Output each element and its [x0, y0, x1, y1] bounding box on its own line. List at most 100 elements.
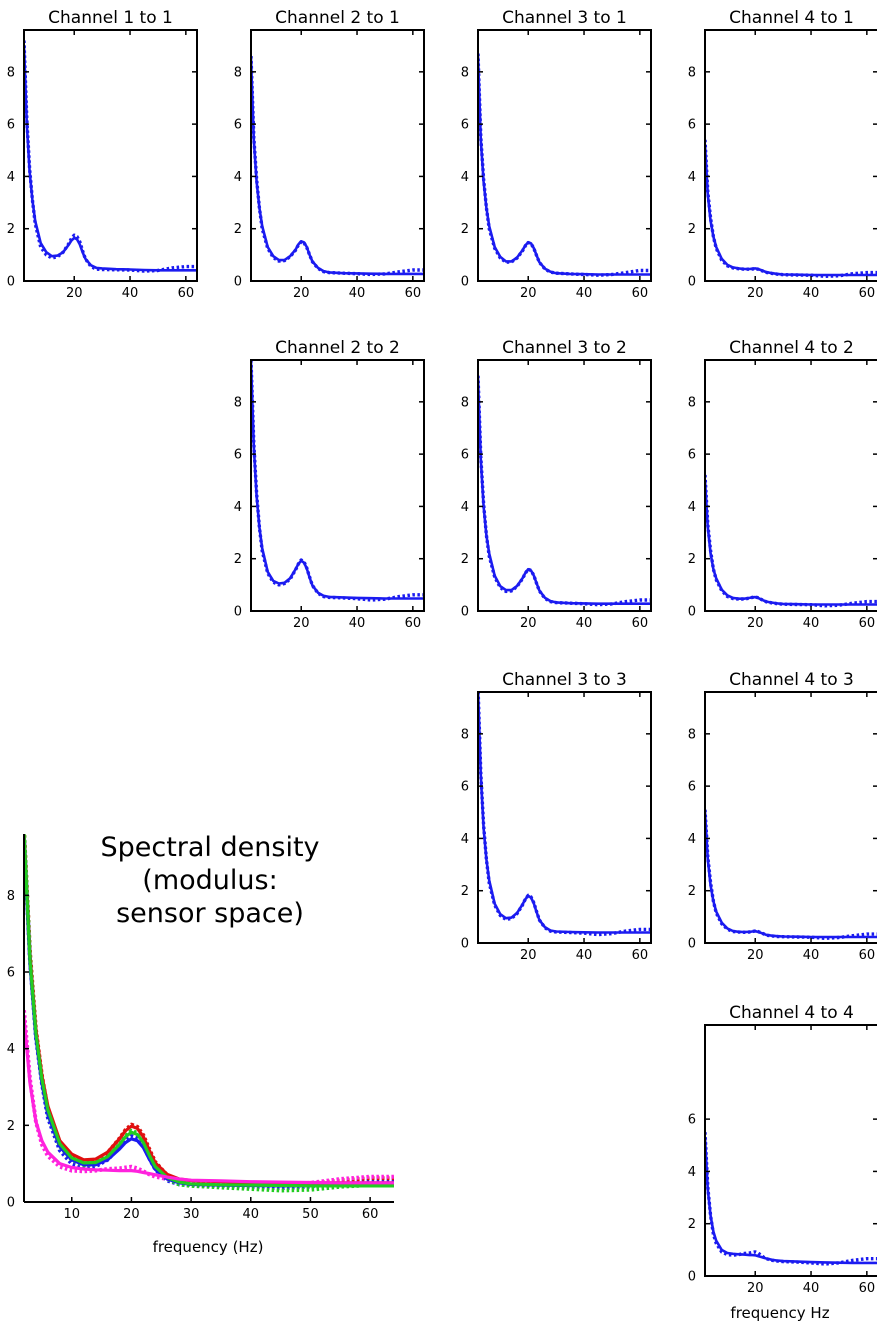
chart-panel-2: Channel 2 to 1 20 40 60 0 2 4 6 8	[234, 8, 425, 301]
plot-area	[478, 53, 651, 277]
chart-panel-10: Channel 4 to 4 20 40 60 0 2 4 6	[688, 1003, 877, 1296]
overview-title: Spectral density (modulus: sensor space)	[100, 832, 319, 929]
y-tick-label: 0	[688, 605, 696, 620]
series-line-blue-solid	[478, 54, 651, 276]
plot-area	[251, 360, 424, 602]
plot-area	[705, 809, 877, 940]
y-tick-label: 6	[7, 118, 15, 133]
chart-title: Channel 3 to 1	[502, 8, 627, 28]
series-line-blue-dotted	[705, 474, 877, 608]
plot-area	[24, 834, 394, 1193]
x-tick-label: 40	[576, 616, 593, 631]
chart-panel-3: Channel 3 to 1 20 40 60 0 2 4 6 8	[461, 8, 652, 301]
y-tick-label: 2	[461, 222, 469, 237]
chart-panel-6: Channel 3 to 2 20 40 60 0 2 4 6 8	[461, 338, 652, 631]
series-line-blue-solid	[705, 479, 877, 606]
y-tick-label: 0	[688, 275, 696, 290]
x-tick-label: 60	[859, 948, 876, 963]
axes-box	[704, 359, 877, 612]
chart-title: Channel 4 to 4	[729, 1003, 854, 1023]
y-tick-label: 2	[688, 884, 696, 899]
y-tick-label: 2	[688, 552, 696, 567]
y-tick-label: 2	[461, 884, 469, 899]
x-tick-label: 50	[302, 1207, 319, 1222]
x-tick-label: 40	[243, 1207, 260, 1222]
y-tick-label: 4	[7, 1042, 15, 1057]
series-line-blue-dotted	[705, 1132, 877, 1266]
x-tick-label: 20	[747, 616, 764, 631]
overview-title-line-2: (modulus:	[142, 865, 277, 896]
y-tick-label: 2	[7, 1119, 15, 1134]
chart-title: Channel 3 to 3	[502, 670, 627, 690]
x-tick-label: 60	[178, 286, 195, 301]
y-tick-label: 0	[234, 605, 242, 620]
y-tick-label: 4	[234, 500, 242, 515]
y-tick-label: 2	[688, 222, 696, 237]
plot-area	[251, 56, 424, 277]
plot-area	[705, 474, 877, 608]
x-tick-label: 60	[859, 286, 876, 301]
small-x-axis-label: frequency Hz	[730, 1304, 829, 1322]
series-line-blue-dotted	[478, 53, 651, 277]
x-tick-label: 60	[405, 616, 422, 631]
y-tick-label: 6	[688, 780, 696, 795]
x-tick-label: 40	[576, 286, 593, 301]
chart-panel-11: 10 20 30 40 50 60 0 2 4 6 8	[7, 834, 394, 1222]
plot-area	[478, 375, 651, 607]
axes-box	[704, 29, 877, 282]
y-tick-label: 6	[461, 448, 469, 463]
x-tick-label: 20	[520, 948, 537, 963]
plot-area	[705, 139, 877, 278]
axes-box	[250, 359, 425, 612]
x-tick-label: 60	[405, 286, 422, 301]
chart-panel-9: Channel 4 to 3 20 40 60 0 2 4 6 8	[688, 670, 877, 963]
y-tick-label: 4	[234, 170, 242, 185]
y-tick-label: 8	[234, 395, 242, 410]
chart-title: Channel 4 to 1	[729, 8, 854, 28]
chart-title: Channel 4 to 3	[729, 670, 854, 690]
plot-area	[705, 1132, 877, 1266]
y-tick-label: 6	[688, 118, 696, 133]
y-tick-label: 0	[7, 275, 15, 290]
y-tick-label: 8	[7, 65, 15, 80]
y-tick-label: 8	[7, 889, 15, 904]
y-tick-label: 2	[234, 222, 242, 237]
y-tick-label: 4	[688, 832, 696, 847]
y-tick-label: 8	[461, 65, 469, 80]
x-tick-label: 60	[632, 616, 649, 631]
series-line-blue-solid	[705, 811, 877, 939]
series-line-blue-dotted	[251, 360, 424, 602]
x-tick-label: 40	[803, 616, 820, 631]
chart-panel-1: Channel 1 to 1 20 40 60 0 2 4 6 8	[7, 8, 198, 301]
series-line-blue-solid	[251, 361, 424, 600]
x-tick-label: 10	[63, 1207, 80, 1222]
x-tick-label: 60	[859, 1281, 876, 1296]
series-line-blue-dotted	[24, 40, 197, 273]
series-line-blue-solid	[478, 692, 651, 934]
x-tick-label: 40	[349, 616, 366, 631]
y-tick-label: 8	[461, 395, 469, 410]
overview-title-line-3: sensor space)	[116, 898, 304, 929]
y-tick-label: 2	[688, 1217, 696, 1232]
y-tick-label: 8	[234, 65, 242, 80]
chart-panel-7: Channel 4 to 2 20 40 60 0 2 4 6 8	[688, 338, 877, 631]
x-tick-label: 20	[123, 1207, 140, 1222]
series-line-blue-solid	[24, 44, 197, 272]
y-tick-label: 4	[688, 500, 696, 515]
x-tick-label: 20	[747, 1281, 764, 1296]
x-tick-label: 60	[362, 1207, 379, 1222]
y-tick-label: 6	[234, 448, 242, 463]
x-tick-label: 40	[803, 948, 820, 963]
chart-title: Channel 2 to 2	[275, 338, 400, 358]
y-tick-label: 0	[688, 1270, 696, 1285]
y-tick-label: 4	[461, 500, 469, 515]
axes-box	[477, 691, 652, 944]
chart-panel-5: Channel 2 to 2 20 40 60 0 2 4 6 8	[234, 338, 425, 631]
chart-title: Channel 2 to 1	[275, 8, 400, 28]
y-tick-label: 4	[461, 832, 469, 847]
y-tick-label: 0	[688, 937, 696, 952]
y-tick-label: 4	[688, 170, 696, 185]
y-tick-label: 8	[461, 727, 469, 742]
series-line-blue-dotted	[478, 692, 651, 937]
